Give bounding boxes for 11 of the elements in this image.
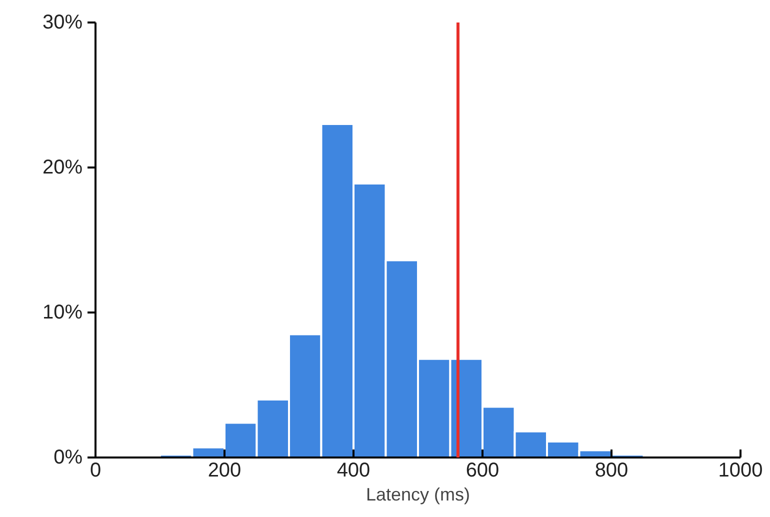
x-tick-label: 400: [336, 460, 370, 482]
x-tick-label: 1000: [718, 460, 763, 482]
x-tick-label: 200: [208, 460, 242, 482]
y-tick-label: 10%: [42, 302, 83, 324]
y-tick-label: 0%: [54, 446, 83, 468]
y-tick-label: 30%: [42, 12, 83, 34]
x-tick-label: 600: [466, 460, 500, 482]
x-tick-label: 0: [90, 460, 102, 482]
x-axis-title: Latency (ms): [366, 484, 470, 504]
y-tick-label: 20%: [42, 156, 83, 178]
x-tick-label: 800: [594, 460, 628, 482]
